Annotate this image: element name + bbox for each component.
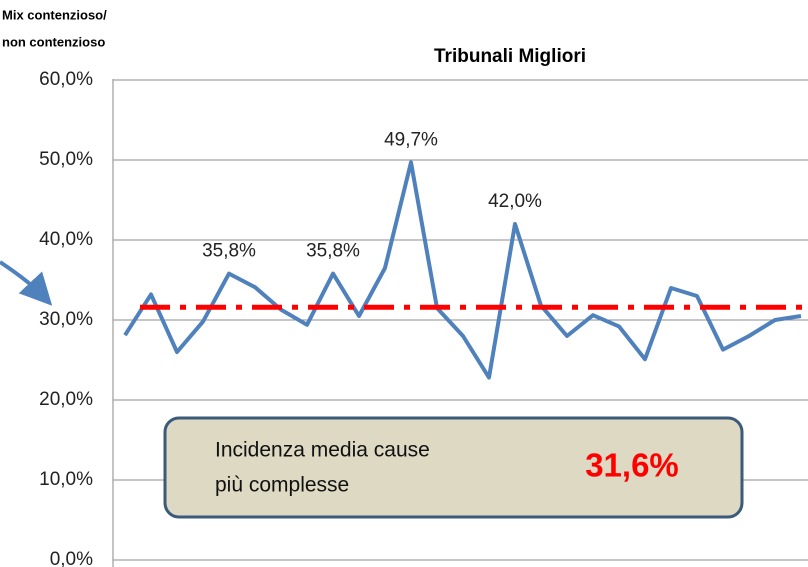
- corner-label: non contenzioso: [2, 34, 105, 49]
- y-tick-label: 10,0%: [39, 469, 93, 490]
- annotation-text: Incidenza media cause: [215, 439, 430, 462]
- arrow: [0, 260, 53, 306]
- y-tick-label: 20,0%: [39, 389, 93, 410]
- y-tick-label: 50,0%: [39, 149, 93, 170]
- average-label: 31,6%: [585, 447, 679, 484]
- y-tick-label: 60,0%: [39, 69, 93, 90]
- data-label: 49,7%: [384, 129, 438, 150]
- data-label: 35,8%: [306, 241, 360, 262]
- data-label: 42,0%: [488, 191, 542, 212]
- annotation-text: più complesse: [215, 474, 349, 497]
- data-line: [123, 160, 802, 380]
- annotation-box: [163, 416, 744, 519]
- data-label: 35,8%: [202, 241, 256, 262]
- y-tick-label: 40,0%: [39, 229, 93, 250]
- y-tick-label: 30,0%: [39, 309, 93, 330]
- chart-title: Tribunali Migliori: [434, 46, 586, 67]
- corner-label: Mix contenzioso/: [2, 7, 107, 22]
- y-tick-label: 0,0%: [50, 549, 93, 567]
